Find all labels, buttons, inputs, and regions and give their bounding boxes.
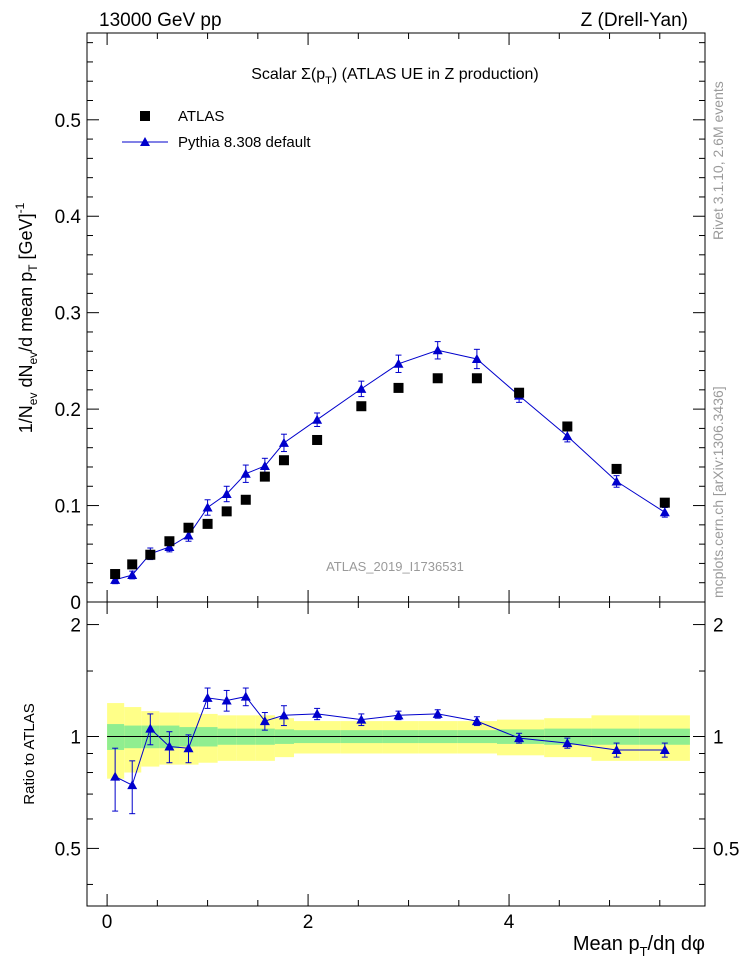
atlas-point bbox=[259, 471, 270, 482]
ratio-ylabel: Ratio to ATLAS bbox=[21, 703, 38, 804]
main-ytick-label: 0.3 bbox=[55, 304, 81, 325]
pythia-point bbox=[221, 488, 232, 498]
ratio-point bbox=[659, 744, 670, 754]
ratio-point bbox=[432, 708, 443, 718]
atlas-point bbox=[562, 421, 573, 432]
atlas-point bbox=[278, 455, 289, 466]
main-ylabel: 1/Nev dNev/d mean pT [GeV]-1 bbox=[13, 202, 40, 433]
atlas-point bbox=[145, 549, 156, 560]
pythia-point bbox=[356, 383, 367, 393]
ratio-point bbox=[183, 743, 194, 753]
ratio-point bbox=[278, 710, 289, 720]
ratio-point bbox=[259, 716, 270, 726]
pythia-series-line bbox=[114, 349, 666, 581]
ratio-ytick-label-right: 1 bbox=[713, 727, 724, 748]
pythia-point bbox=[164, 542, 175, 552]
atlas-point bbox=[471, 373, 482, 384]
atlas-point bbox=[312, 434, 323, 445]
ratio-ytick-label-left: 1 bbox=[70, 727, 81, 748]
ratio-point bbox=[127, 780, 138, 790]
ratio-point bbox=[202, 692, 213, 702]
ratio-marks bbox=[110, 687, 670, 815]
pythia-point bbox=[183, 530, 194, 540]
main-ticks: 0.1 0.2 0.3 0.4 0.5 0 bbox=[55, 33, 705, 614]
pythia-point bbox=[471, 353, 482, 363]
pythia-point bbox=[259, 461, 270, 471]
ratio-xtick-label: 2 bbox=[303, 912, 314, 933]
pythia-point bbox=[432, 345, 443, 355]
ratio-point bbox=[393, 710, 404, 720]
ratio-xtick-label: 4 bbox=[504, 912, 515, 933]
atlas-point bbox=[202, 518, 213, 529]
ratio-point bbox=[240, 691, 251, 701]
pythia-point bbox=[202, 502, 213, 512]
ratio-ticks: 0.5 0.5 1 1 2 2 0 2 4 bbox=[55, 602, 739, 933]
ratio-point bbox=[145, 723, 156, 733]
ratio-green-band bbox=[107, 724, 125, 750]
main-panel: 0.1 0.2 0.3 0.4 0.5 0 Scalar Σ(pT) (ATLAS UE … bbox=[13, 32, 706, 614]
atlas-point bbox=[240, 494, 251, 505]
atlas-point bbox=[183, 522, 194, 533]
atlas-point bbox=[221, 506, 232, 517]
atlas-point bbox=[356, 401, 367, 412]
ratio-point bbox=[514, 733, 525, 743]
ratio-point bbox=[356, 714, 367, 724]
legend: ATLAS Pythia 8.308 default bbox=[122, 108, 311, 151]
mcplots-note: mcplots.cern.ch [arXiv:1306.3436] bbox=[710, 386, 726, 598]
ratio-panel: 0.5 0.5 1 1 2 2 0 2 4 Ratio to ATLAS Mean pT/dη … bbox=[21, 601, 739, 959]
atlas-point bbox=[110, 569, 121, 580]
atlas-point bbox=[393, 382, 404, 393]
pythia-point bbox=[127, 569, 138, 579]
pythia-point bbox=[611, 476, 622, 486]
legend-pythia-marker bbox=[140, 137, 150, 146]
pythia-point bbox=[278, 437, 289, 447]
rivet-note: Rivet 3.1.10, 2.6M events bbox=[710, 81, 726, 240]
pythia-point bbox=[240, 468, 251, 478]
atlas-point bbox=[659, 497, 670, 508]
legend-pythia-label: Pythia 8.308 default bbox=[178, 134, 311, 151]
atlas-point bbox=[432, 373, 443, 384]
legend-atlas-label: ATLAS bbox=[178, 108, 224, 125]
ratio-point bbox=[110, 771, 121, 781]
main-title: Scalar Σ(pT) (ATLAS UE in Z production) bbox=[251, 66, 539, 87]
main-ytick-label: 0.2 bbox=[55, 400, 81, 421]
header-left: 13000 GeV pp bbox=[99, 10, 222, 31]
ratio-point bbox=[221, 695, 232, 705]
main-ytick-label: 0.5 bbox=[55, 111, 81, 132]
ratio-point bbox=[312, 708, 323, 718]
atlas-point bbox=[127, 559, 138, 570]
pythia-point bbox=[110, 574, 121, 584]
ratio-bands bbox=[107, 703, 690, 779]
ratio-ytick-label-right: 2 bbox=[713, 616, 724, 637]
pythia-point bbox=[562, 431, 573, 441]
atlas-point bbox=[514, 387, 525, 398]
ratio-ytick-label-right: 0.5 bbox=[713, 839, 739, 860]
ratio-point bbox=[562, 738, 573, 748]
x-axis-label: Mean pT/dη dφ bbox=[573, 933, 705, 959]
ratio-point bbox=[164, 741, 175, 751]
atlas-point bbox=[611, 463, 622, 474]
main-ytick-label: 0.1 bbox=[55, 497, 81, 518]
ratio-ytick-label-left: 2 bbox=[70, 616, 81, 637]
ratio-point bbox=[611, 744, 622, 754]
ratio-xtick-label: 0 bbox=[102, 912, 113, 933]
ratio-ytick-label-left: 0.5 bbox=[55, 839, 81, 860]
pythia-point bbox=[312, 414, 323, 424]
main-ytick-label-zero: 0 bbox=[70, 593, 81, 614]
main-ytick-label: 0.4 bbox=[55, 207, 82, 228]
analysis-watermark: ATLAS_2019_I1736531 bbox=[326, 559, 464, 574]
pythia-point bbox=[393, 358, 404, 368]
atlas-point bbox=[164, 536, 175, 547]
ratio-point bbox=[471, 716, 482, 726]
pythia-point bbox=[659, 507, 670, 517]
header-right: Z (Drell-Yan) bbox=[581, 10, 688, 31]
legend-atlas-marker bbox=[140, 111, 150, 121]
main-marks bbox=[110, 341, 670, 585]
